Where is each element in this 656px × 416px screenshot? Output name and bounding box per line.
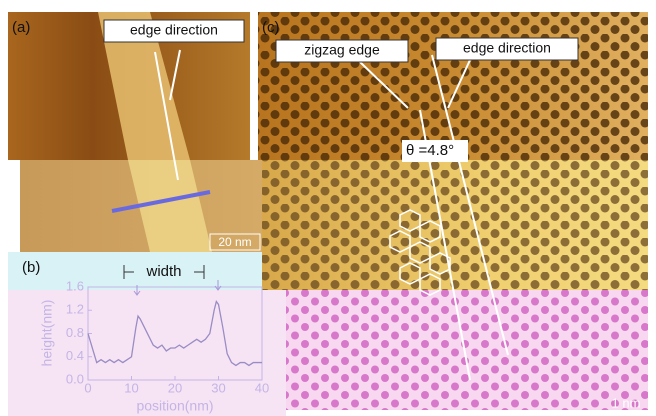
y-tick-label: 0.8 — [66, 325, 84, 340]
callout: edge direction — [463, 40, 551, 56]
y-tick-label: 1.6 — [66, 278, 84, 293]
x-tick-label: 0 — [84, 380, 91, 395]
panel-label: (c) — [262, 19, 280, 36]
x-tick-label: 40 — [255, 380, 269, 395]
y-axis-label: height(nm) — [39, 300, 55, 367]
x-tick-label: 10 — [124, 380, 138, 395]
figure: edge direction (a) 20 nm (b) zigzag edge… — [0, 0, 656, 416]
lattice — [262, 160, 648, 290]
panel-label: (a) — [12, 19, 30, 36]
x-tick-label: 30 — [211, 380, 225, 395]
scale-bar-label: 20 nm — [218, 235, 251, 249]
x-tick-label: 20 — [168, 380, 182, 395]
y-tick-label: 1.2 — [66, 302, 84, 317]
y-tick-label: 0.4 — [66, 348, 84, 363]
callout: edge direction — [130, 22, 218, 38]
scale-bar-label: 1 nm — [612, 395, 641, 410]
y-tick-label: 0.0 — [66, 371, 84, 386]
callout: zigzag edge — [304, 42, 380, 58]
panel-label: (b) — [22, 259, 40, 276]
lattice — [286, 290, 648, 410]
width-label: width — [145, 263, 181, 280]
angle-label: θ =4.8° — [406, 142, 454, 159]
x-axis-label: position(nm) — [136, 398, 213, 414]
